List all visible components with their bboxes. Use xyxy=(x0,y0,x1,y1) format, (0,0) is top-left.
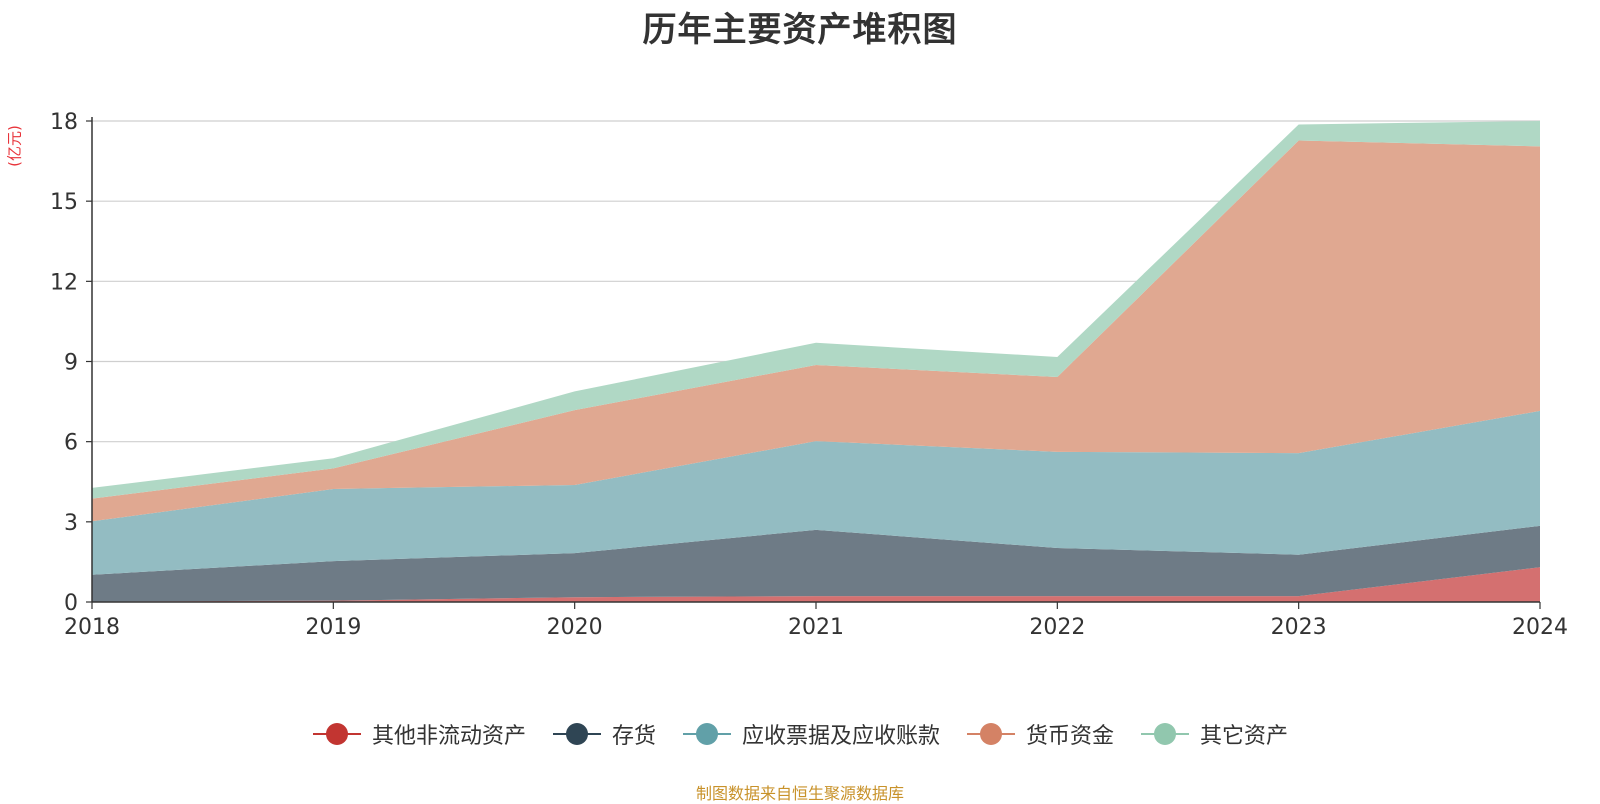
legend-item[interactable]: 其它资产 xyxy=(1140,718,1288,750)
area-series-2 xyxy=(92,525,1540,602)
legend-label: 其他非流动资产 xyxy=(371,724,526,749)
legend-swatch-icon xyxy=(967,723,1015,745)
legend-item[interactable]: 其他非流动资产 xyxy=(312,718,526,750)
legend-item[interactable]: 应收票据及应收账款 xyxy=(682,718,940,750)
x-tick-label: 2024 xyxy=(1512,615,1568,640)
y-tick-label: 9 xyxy=(64,351,78,376)
legend-item[interactable]: 货币资金 xyxy=(966,718,1114,750)
legend-label: 应收票据及应收账款 xyxy=(741,724,940,749)
legend-swatch-icon xyxy=(1141,723,1190,745)
source-note: 制图数据来自恒生聚源数据库 xyxy=(695,784,904,803)
y-tick-label: 12 xyxy=(50,270,78,295)
area-series-1 xyxy=(92,567,1540,602)
y-tick-label: 15 xyxy=(50,190,78,215)
area-series-4 xyxy=(92,140,1540,522)
y-tick-label: 18 xyxy=(50,110,78,135)
x-tick-label: 2018 xyxy=(64,615,120,640)
stacked-area-chart: 0 3 6 9 12 15 18 2018 2019 2020 2021 2022 2023 2024 xyxy=(50,110,1568,640)
y-tick-label: 6 xyxy=(64,431,78,456)
y-tick-labels: 0 3 6 9 12 15 18 xyxy=(50,110,92,616)
legend-label: 其它资产 xyxy=(1200,724,1289,749)
x-tick-label: 2021 xyxy=(788,615,844,640)
x-tick-label: 2023 xyxy=(1271,615,1327,640)
chart-title: 历年主要资产堆积图 xyxy=(642,10,958,50)
x-tick-label: 2022 xyxy=(1029,615,1085,640)
x-tick-labels: 2018 2019 2020 2021 2022 2023 2024 xyxy=(64,602,1568,640)
x-tick-label: 2019 xyxy=(305,615,361,640)
y-tick-label: 0 xyxy=(64,591,78,616)
legend-item[interactable]: 存货 xyxy=(552,718,656,750)
area-series xyxy=(92,121,1540,602)
area-series-3 xyxy=(92,410,1540,575)
y-tick-label: 3 xyxy=(64,511,78,536)
legend-label: 货币资金 xyxy=(1026,724,1115,749)
legend: 其他非流动资产 存货 应收票据及应收账款 货币资金 其它资产 xyxy=(0,718,1600,750)
legend-swatch-icon xyxy=(552,723,601,745)
x-tick-label: 2020 xyxy=(547,615,603,640)
legend-label: 存货 xyxy=(611,724,656,749)
legend-swatch-icon xyxy=(682,723,731,745)
legend-swatch-icon xyxy=(312,723,361,745)
